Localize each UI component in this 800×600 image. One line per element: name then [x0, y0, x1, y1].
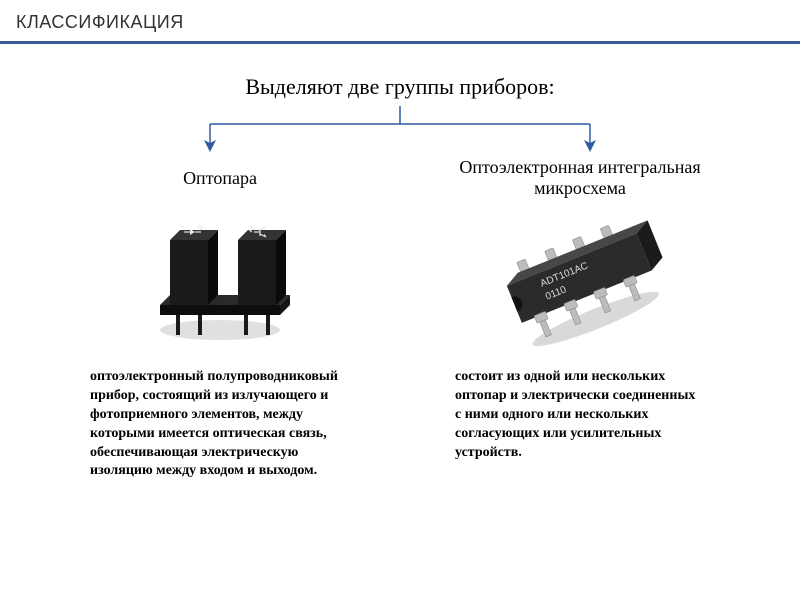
page-header: КЛАССИФИКАЦИЯ — [0, 0, 800, 41]
left-description: оптоэлектронный полупроводниковый прибор… — [90, 368, 350, 481]
right-description: состоит из одной или нескольких оптопар … — [455, 368, 705, 462]
content-row: Оптопара — [0, 156, 800, 481]
main-title: Выделяют две группы приборов: — [0, 74, 800, 100]
header-rule — [0, 41, 800, 44]
right-title: Оптоэлектронная интегральная микросхема — [420, 156, 740, 200]
optocoupler-image — [120, 210, 320, 350]
page-title: КЛАССИФИКАЦИЯ — [16, 12, 184, 32]
branch-connector — [140, 106, 660, 152]
left-title: Оптопара — [183, 156, 257, 200]
dip-chip-image: ADT101AC 0110 — [480, 210, 680, 350]
left-column: Оптопара — [60, 156, 380, 481]
right-column: Оптоэлектронная интегральная микросхема — [420, 156, 740, 481]
